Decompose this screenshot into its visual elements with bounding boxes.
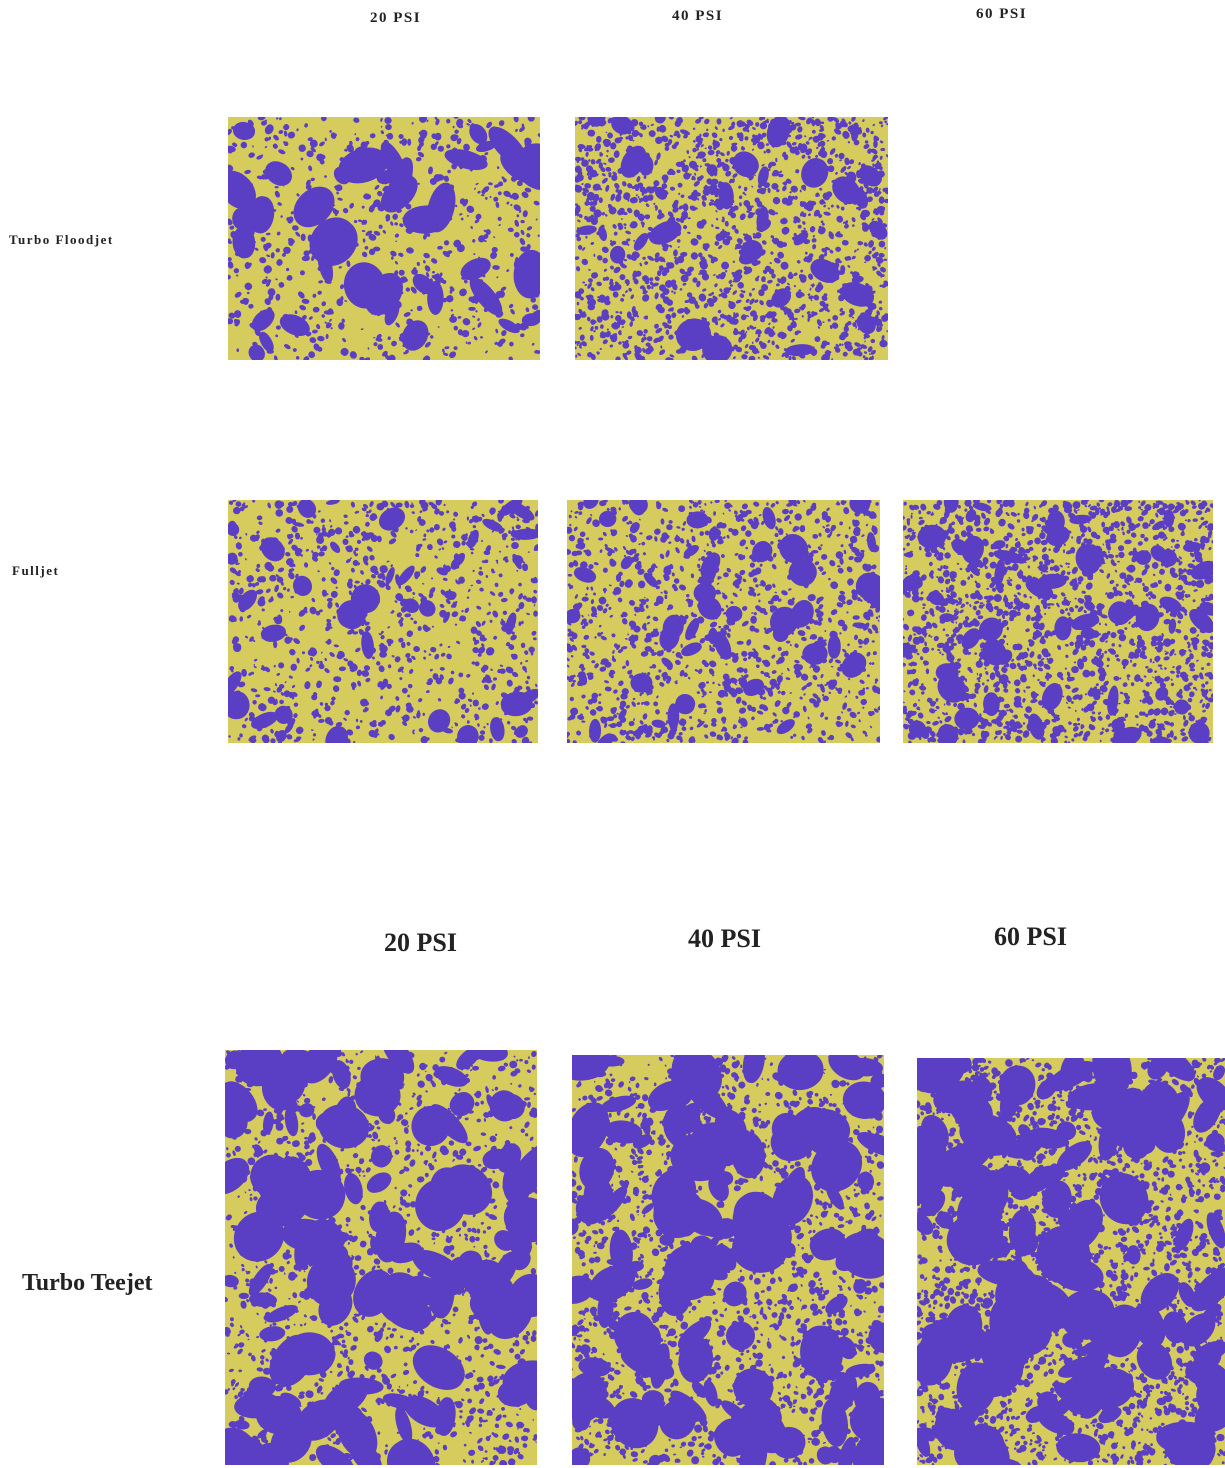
spray-image [575,117,888,360]
row-label: Turbo Floodjet [9,232,114,248]
card-background [567,500,880,743]
column-header: 40 PSI [672,8,723,25]
spray-image [228,117,540,360]
row-label: Fulljet [12,563,59,579]
row-label: Turbo Teejet [22,1270,152,1297]
spray-image [903,500,1213,743]
spray-image [228,500,538,743]
spray-image [567,500,880,743]
column-header: 40 PSI [688,924,761,954]
spray-image [917,1058,1225,1465]
spray-image [225,1050,537,1465]
page: 20 PSI 40 PSI 60 PSI Turbo Floodjet Full… [0,0,1225,1468]
column-header: 60 PSI [976,6,1027,23]
column-header: 20 PSI [384,928,457,958]
column-header: 20 PSI [370,10,421,27]
spray-image [572,1055,884,1465]
column-header: 60 PSI [994,922,1067,952]
